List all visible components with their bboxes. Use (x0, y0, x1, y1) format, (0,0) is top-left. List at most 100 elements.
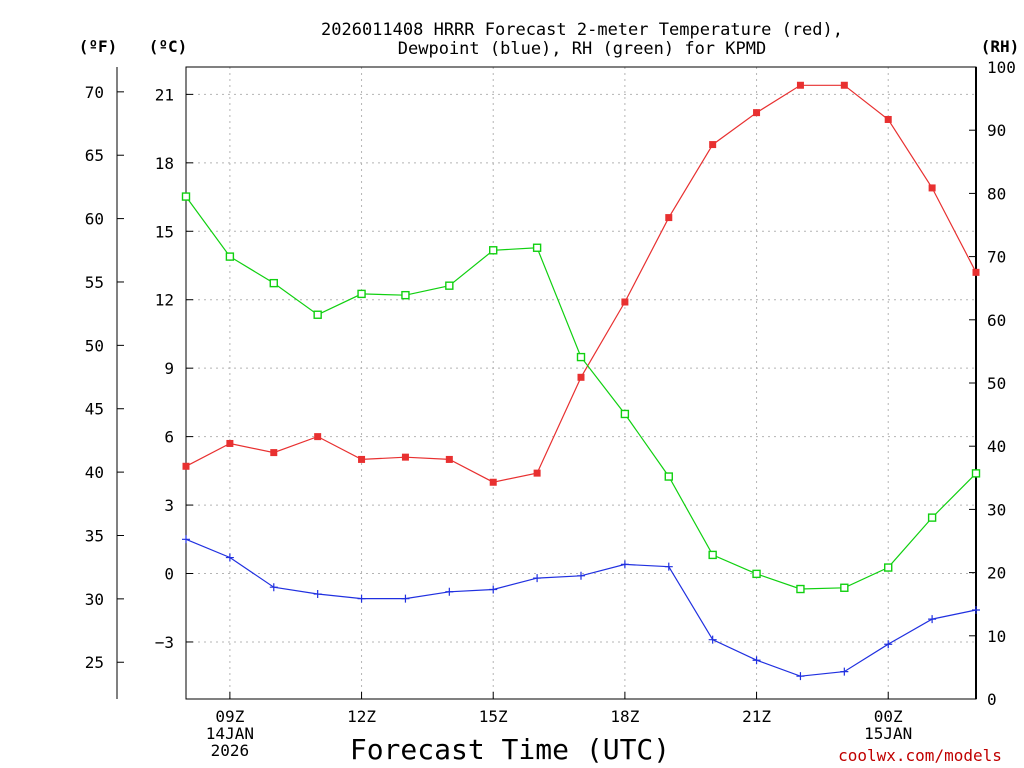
rh-point (225, 252, 235, 261)
rh-point (620, 409, 630, 419)
dewpoint-point (972, 606, 980, 615)
rh-point (269, 278, 278, 288)
dewpoint-point (928, 615, 937, 624)
time-tick-label: 2026 (211, 741, 250, 760)
rh-tick-label: 40 (987, 437, 1006, 456)
dewpoint-point (225, 553, 234, 562)
temperature-point (621, 298, 629, 306)
rh-point (401, 290, 410, 300)
plot-frame (185, 66, 977, 700)
time-tick-label: 00Z (874, 707, 903, 726)
temperature-point (489, 478, 497, 486)
x-axis-title: Forecast Time (UTC) (350, 733, 670, 766)
temperature-point (314, 433, 322, 441)
rh-tick-label: 50 (987, 374, 1006, 393)
temperature-series (182, 81, 980, 486)
dewpoint-point (708, 635, 717, 644)
dewpoint-point (489, 585, 498, 594)
fahrenheit-tick-label: 35 (85, 526, 104, 545)
rh-point (796, 584, 805, 594)
temperature-point (840, 81, 848, 89)
dewpoint-point (620, 560, 629, 569)
rh-axis-label: (RH) (981, 37, 1020, 56)
dewpoint-point (884, 640, 893, 649)
dewpoint-series (182, 535, 980, 681)
series-layer (181, 81, 981, 681)
dewpoint-point (533, 574, 542, 583)
fahrenheit-tick-label: 55 (85, 273, 104, 292)
rh-point (576, 352, 586, 362)
celsius-tick-label: 3 (164, 496, 174, 515)
temperature-point (533, 469, 541, 477)
rh-tick-label: 30 (987, 500, 1006, 519)
rh-tick-label: 0 (987, 690, 997, 709)
dewpoint-point (752, 656, 761, 665)
celsius-tick-label: −3 (155, 633, 174, 652)
temperature-point (401, 453, 409, 461)
time-tick-label: 15JAN (864, 724, 912, 743)
time-tick-label: 15Z (479, 707, 508, 726)
dewpoint-point (269, 583, 278, 592)
dewpoint-point (577, 571, 585, 580)
fahrenheit-tick-label: 25 (85, 653, 104, 672)
dewpoint-point (357, 594, 366, 603)
celsius-tick-label: 18 (155, 154, 174, 173)
dewpoint-point (840, 667, 849, 676)
temperature-point (577, 373, 585, 381)
celsius-tick-label: 15 (155, 222, 174, 241)
rh-point (752, 569, 761, 579)
temperature-point (884, 115, 892, 123)
temperature-point (709, 141, 717, 149)
dewpoint-point (664, 562, 673, 571)
fahrenheit-tick-label: 30 (85, 590, 104, 609)
fahrenheit-axis-label: (ºF) (79, 37, 118, 56)
dewpoint-point (445, 587, 454, 596)
rh-point (971, 469, 981, 478)
celsius-axis-label: (ºC) (149, 37, 188, 56)
rh-tick-label: 60 (987, 311, 1006, 330)
time-tick-label: 18Z (610, 707, 639, 726)
credit-text: coolwx.com/models (838, 746, 1002, 765)
rh-point (313, 310, 322, 319)
fahrenheit-tick-label: 40 (85, 463, 104, 482)
rh-point (708, 550, 717, 560)
rh-point (927, 513, 937, 522)
rh-point (884, 563, 893, 572)
rh-series (181, 192, 981, 594)
temperature-point (445, 455, 453, 463)
rh-tick-label: 90 (987, 121, 1006, 140)
fahrenheit-tick-label: 60 (85, 210, 104, 229)
celsius-tick-label: 12 (155, 291, 174, 310)
rh-tick-label: 10 (987, 627, 1006, 646)
rh-point (664, 472, 673, 481)
rh-point (445, 281, 454, 290)
chart-title-line1: 2026011408 HRRR Forecast 2-meter Tempera… (321, 20, 843, 40)
rh-point (489, 246, 498, 255)
rh-point (532, 243, 542, 252)
rh-point (181, 192, 191, 201)
grid (186, 67, 976, 699)
chart-title-line2: Dewpoint (blue), RH (green) for KPMD (398, 39, 766, 59)
fahrenheit-tick-label: 45 (85, 400, 104, 419)
celsius-tick-label: 6 (164, 428, 174, 447)
temperature-point (796, 81, 804, 89)
celsius-tick-label: 21 (155, 85, 174, 104)
rh-tick-label: 70 (987, 248, 1006, 267)
rh-tick-label: 80 (987, 184, 1006, 203)
fahrenheit-tick-label: 70 (85, 83, 104, 102)
fahrenheit-tick-label: 65 (85, 146, 104, 165)
celsius-axis: −3 0 3 6 9 12 15 18 21 (155, 85, 193, 652)
rh-line (185, 196, 977, 590)
temperature-point (928, 184, 936, 192)
temperature-point (753, 109, 761, 117)
temperature-point (972, 268, 980, 276)
temperature-point (358, 455, 366, 463)
rh-point (357, 289, 366, 299)
temperature-point (665, 214, 673, 222)
dewpoint-line (185, 538, 977, 677)
fahrenheit-tick-label: 50 (85, 336, 104, 355)
dewpoint-point (796, 672, 805, 681)
temperature-point (270, 449, 278, 457)
